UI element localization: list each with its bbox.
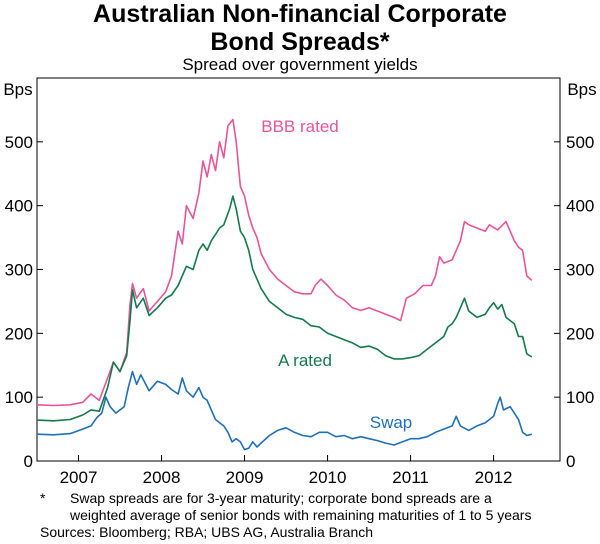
y-tick-label-right: 300	[566, 261, 594, 280]
x-tick-label: 2010	[309, 468, 347, 487]
y-tick-label-right: 200	[566, 324, 594, 343]
chart-title-line-1: Australian Non-financial Corporate	[93, 0, 507, 28]
annotation-swap: Swap	[370, 413, 413, 432]
chart-notes: * Swap spreads are for 3-year maturity; …	[0, 490, 600, 541]
y-tick-label-left: 100	[5, 388, 33, 407]
y-tick-label-right: 400	[566, 197, 594, 216]
footnote-line-2: weighted average of senior bonds with re…	[70, 507, 532, 523]
y-tick-label-left: 0	[24, 452, 33, 471]
chart-title: Australian Non-financial Corporate Bond …	[0, 0, 600, 56]
footnote-marker: *	[40, 490, 46, 506]
series-line-bbb-rated	[36, 118, 533, 407]
y-tick-label-left: 400	[5, 197, 33, 216]
series-line-a-rated	[36, 195, 533, 422]
x-tick-label: 2012	[475, 468, 513, 487]
y-tick-label-left: 200	[5, 324, 33, 343]
x-tick-label: 2008	[143, 468, 181, 487]
bond-spreads-chart: 0 0 100 100 200 200 300 300 400 400 500 500 Bps Bps 20…	[3, 77, 597, 487]
sources-note: Sources: Bloomberg; RBA; UBS AG, Austral…	[40, 524, 374, 540]
y-tick-label-right: 500	[566, 133, 594, 152]
y-tick-label-left: 300	[5, 261, 33, 280]
y-tick-label-left: 500	[5, 133, 33, 152]
annotation-a-rated: A rated	[278, 351, 332, 370]
annotation-bbb-rated: BBB rated	[261, 117, 339, 136]
y-tick-label-right: 100	[566, 388, 594, 407]
footnote-line-1: Swap spreads are for 3-year maturity; co…	[70, 490, 492, 506]
chart-subtitle: Spread over government yields	[182, 55, 418, 74]
x-tick-label: 2007	[60, 468, 98, 487]
y-axis-label-left: Bps	[3, 80, 32, 99]
chart-title-line-2: Bond Spreads*	[210, 28, 390, 56]
y-axis-label-right: Bps	[567, 80, 596, 99]
x-tick-label: 2011	[392, 468, 429, 487]
series-line-swap	[36, 370, 533, 451]
x-tick-label: 2009	[226, 468, 264, 487]
y-tick-label-right: 0	[566, 452, 575, 471]
